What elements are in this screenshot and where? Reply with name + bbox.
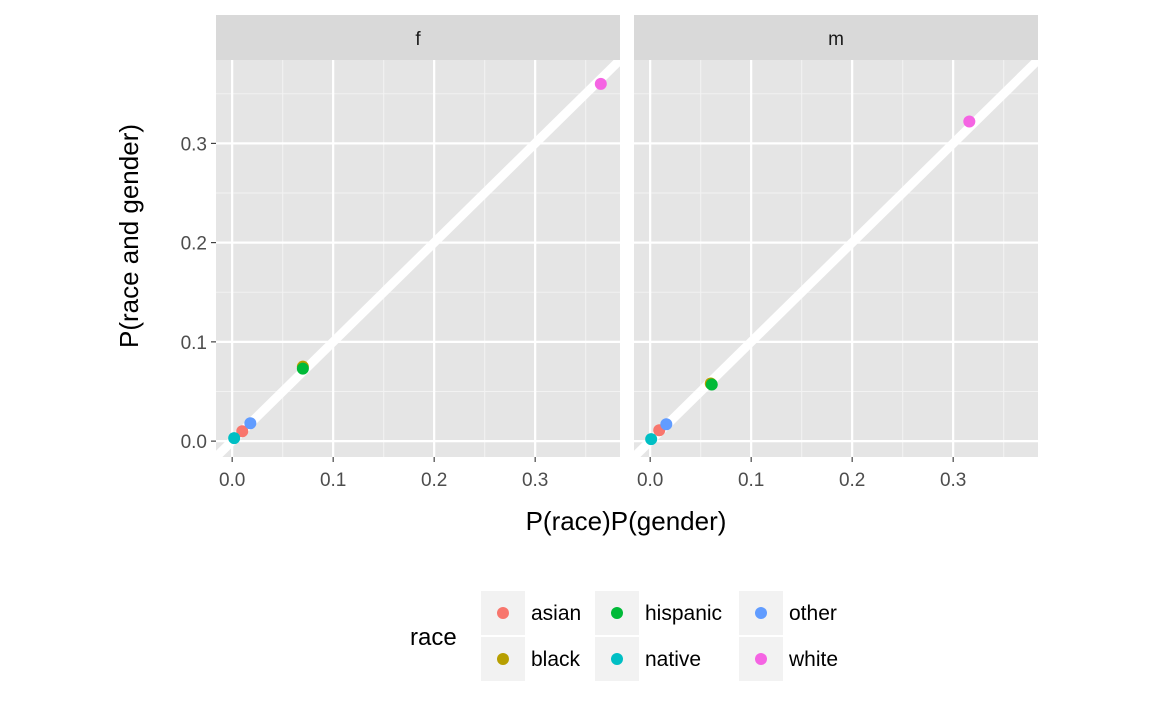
x-tick-label: 0.0 (219, 470, 245, 491)
x-axis-title: P(race)P(gender) (526, 506, 727, 536)
data-point-asian (236, 425, 249, 438)
data-point-other (660, 418, 673, 431)
legend-label-white: white (788, 648, 838, 671)
y-tick-label: 0.2 (181, 234, 207, 255)
legend-item-asian: asian (481, 591, 581, 635)
legend-label-other: other (789, 602, 837, 625)
legend-label-hispanic: hispanic (645, 602, 722, 625)
x-tick-label: 0.2 (421, 470, 447, 491)
legend-item-native: native (595, 637, 701, 681)
facet-strip (634, 15, 1038, 60)
facet-panels: f 0.0 0.1 0.2 0.3 m 0.0 0.1 0.2 0.3 (216, 15, 1038, 491)
facet-strip-label: f (415, 29, 421, 50)
y-tick-label: 0.3 (181, 134, 207, 155)
legend-swatch-white (755, 653, 767, 665)
facet-strip (216, 15, 620, 60)
panel-content (216, 60, 620, 457)
x-tick-label: 0.3 (940, 470, 966, 491)
legend: race asian black hispanic native other white (410, 591, 838, 681)
facet-strip-label: m (828, 29, 844, 50)
y-tick-label: 0.0 (181, 432, 207, 453)
legend-label-black: black (531, 648, 581, 671)
y-axis: 0.0 0.1 0.2 0.3 (181, 134, 216, 453)
legend-item-other: other (739, 591, 837, 635)
data-point-white (594, 77, 607, 90)
identity-reference-line (216, 60, 620, 457)
facet-panel-m: m 0.0 0.1 0.2 0.3 (634, 15, 1038, 491)
legend-swatch-asian (497, 607, 509, 619)
legend-item-black: black (481, 637, 581, 681)
legend-label-asian: asian (531, 602, 581, 625)
x-tick-label: 0.1 (738, 470, 764, 491)
x-tick-label: 0.0 (637, 470, 663, 491)
legend-swatch-hispanic (611, 607, 623, 619)
data-point-native (645, 433, 658, 446)
legend-swatch-other (755, 607, 767, 619)
data-point-hispanic (296, 362, 309, 375)
legend-item-white: white (739, 637, 838, 681)
x-tick-label: 0.2 (839, 470, 865, 491)
legend-swatch-black (497, 653, 509, 665)
data-point-white (963, 115, 976, 128)
legend-swatch-native (611, 653, 623, 665)
y-tick-label: 0.1 (181, 333, 207, 354)
legend-item-hispanic: hispanic (595, 591, 722, 635)
legend-title: race (410, 624, 457, 651)
data-point-other (244, 417, 257, 430)
y-axis-title: P(race and gender) (114, 124, 144, 348)
x-tick-label: 0.1 (320, 470, 346, 491)
panel-content (634, 60, 1038, 457)
x-tick-label: 0.3 (522, 470, 548, 491)
data-point-native (228, 432, 241, 445)
facet-panel-f: f 0.0 0.1 0.2 0.3 (216, 15, 620, 491)
data-point-hispanic (705, 378, 718, 391)
legend-label-native: native (645, 648, 701, 671)
